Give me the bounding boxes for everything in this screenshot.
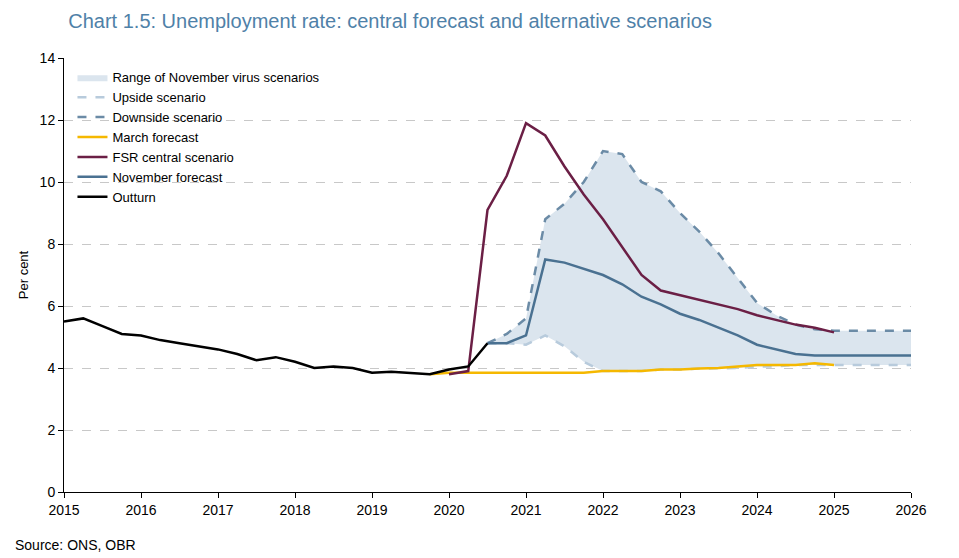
svg-text:2026: 2026	[895, 502, 926, 518]
svg-text:6: 6	[47, 298, 55, 314]
svg-text:2022: 2022	[587, 502, 618, 518]
svg-text:10: 10	[40, 174, 56, 190]
svg-text:2018: 2018	[279, 502, 310, 518]
svg-text:2025: 2025	[818, 502, 849, 518]
svg-text:2: 2	[47, 422, 55, 438]
svg-text:Outturn: Outturn	[112, 190, 155, 205]
svg-text:14: 14	[40, 50, 56, 66]
svg-text:2017: 2017	[202, 502, 233, 518]
svg-text:0: 0	[47, 484, 55, 500]
svg-text:4: 4	[47, 360, 55, 376]
svg-text:2021: 2021	[510, 502, 541, 518]
svg-text:2024: 2024	[741, 502, 772, 518]
svg-text:8: 8	[47, 236, 55, 252]
svg-text:2019: 2019	[356, 502, 387, 518]
svg-text:Source: ONS, OBR: Source: ONS, OBR	[15, 537, 136, 553]
svg-text:2016: 2016	[125, 502, 156, 518]
svg-text:Per cent: Per cent	[16, 250, 31, 299]
svg-text:12: 12	[40, 112, 56, 128]
svg-text:Upside scenario: Upside scenario	[112, 90, 205, 105]
svg-text:2020: 2020	[433, 502, 464, 518]
svg-text:FSR central scenario: FSR central scenario	[112, 150, 233, 165]
svg-text:Range of November virus scenar: Range of November virus scenarios	[112, 70, 319, 85]
svg-text:November forecast: November forecast	[112, 170, 222, 185]
svg-text:2023: 2023	[664, 502, 695, 518]
svg-text:Chart 1.5: Unemployment rate:: Chart 1.5: Unemployment rate: central fo…	[68, 10, 712, 32]
svg-text:March forecast: March forecast	[112, 130, 198, 145]
svg-text:Downside scenario: Downside scenario	[112, 110, 222, 125]
svg-text:2015: 2015	[48, 502, 79, 518]
